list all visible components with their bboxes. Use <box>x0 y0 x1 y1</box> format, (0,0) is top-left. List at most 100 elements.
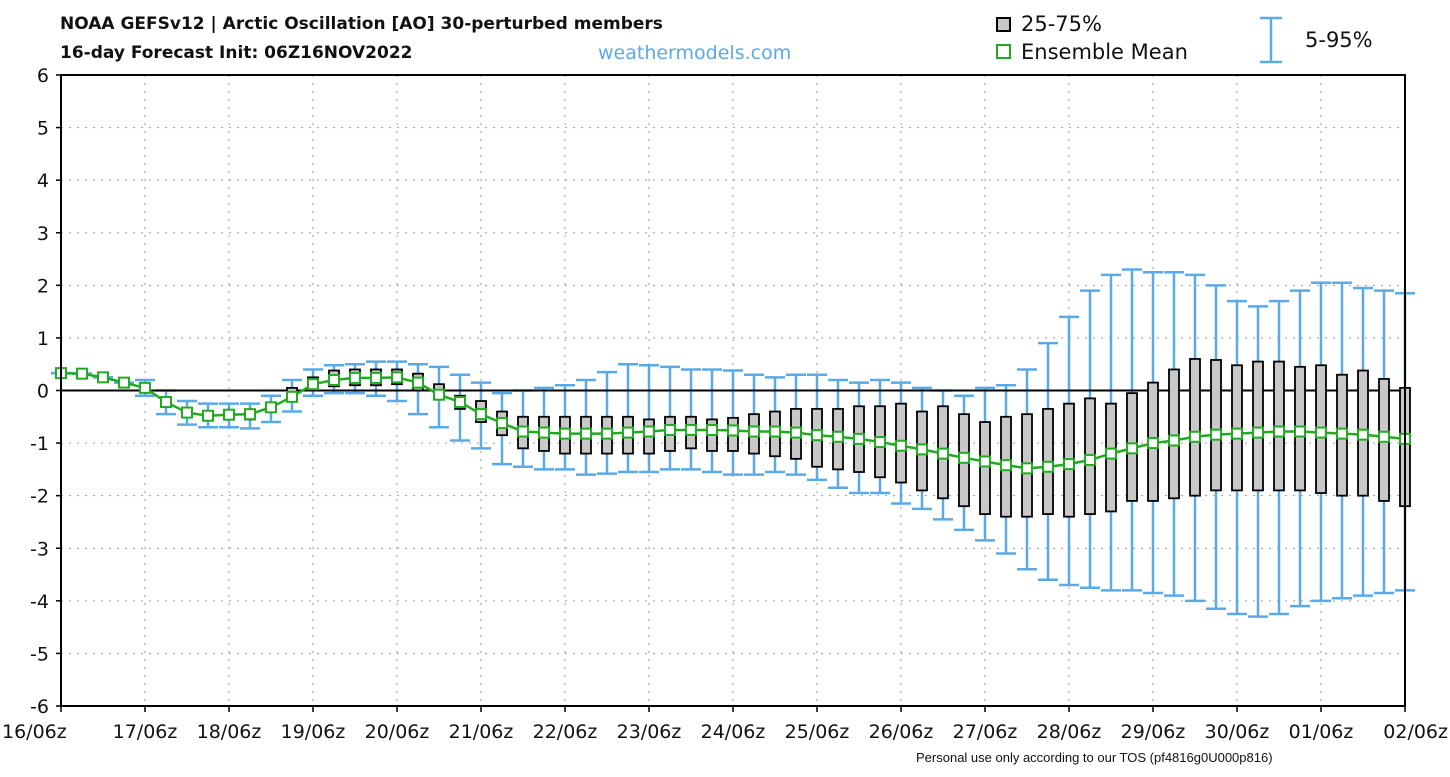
mean-marker <box>391 371 403 384</box>
mean-marker <box>370 371 382 384</box>
x-tick-label: 17/06z <box>113 721 178 743</box>
mean-marker <box>1210 428 1222 441</box>
x-tick-label: 25/06z <box>785 721 850 743</box>
mean-marker <box>1147 437 1159 450</box>
mean-marker <box>580 427 592 440</box>
chart-subtitle: 16-day Forecast Init: 06Z16NOV2022 <box>60 43 413 63</box>
legend-box-swatch <box>996 17 1011 32</box>
mean-marker <box>286 390 298 403</box>
mean-marker <box>328 373 340 386</box>
mean-marker <box>349 371 361 384</box>
mean-marker <box>244 408 256 421</box>
chart-title: NOAA GEFSv12 | Arctic Oscillation [AO] 3… <box>60 14 663 34</box>
mean-marker <box>454 396 466 409</box>
y-tick-label: -1 <box>30 433 49 455</box>
site-watermark: weathermodels.com <box>598 42 792 64</box>
mean-marker <box>139 381 151 394</box>
mean-marker <box>643 425 655 438</box>
x-tick-label: 02/06z <box>1383 721 1448 743</box>
mean-marker <box>1252 426 1264 439</box>
mean-marker <box>979 455 991 468</box>
y-tick-label: -2 <box>30 486 49 508</box>
legend-box-label: 25-75% <box>1021 12 1102 36</box>
iqr-box <box>1168 368 1180 500</box>
mean-marker <box>1126 442 1138 455</box>
mean-marker <box>1231 427 1243 440</box>
x-tick-label: 30/06z <box>1205 721 1270 743</box>
mean-marker <box>118 376 130 389</box>
mean-marker <box>958 451 970 464</box>
y-tick-label: 6 <box>37 65 49 87</box>
mean-marker <box>811 429 823 442</box>
legend-whisker-label: 5-95% <box>1305 28 1373 52</box>
y-tick-label: 2 <box>37 275 49 297</box>
legend-mean-label: Ensemble Mean <box>1021 40 1188 64</box>
mean-marker <box>685 423 697 436</box>
mean-marker <box>1273 425 1285 438</box>
ensemble-mean-series <box>55 367 1411 475</box>
mean-marker <box>706 423 718 436</box>
x-tick-label: 19/06z <box>281 721 346 743</box>
mean-marker <box>1357 428 1369 441</box>
mean-marker <box>307 378 319 391</box>
mean-marker <box>832 430 844 443</box>
iqr-box <box>1189 358 1201 497</box>
x-tick-label: 28/06z <box>1037 721 1102 743</box>
mean-marker <box>895 439 907 452</box>
mean-marker <box>916 443 928 456</box>
mean-marker <box>223 408 235 421</box>
x-tick-label: 23/06z <box>617 721 682 743</box>
y-tick-label: -6 <box>30 696 49 718</box>
mean-marker <box>76 367 88 380</box>
mean-marker <box>1042 460 1054 473</box>
mean-marker <box>559 427 571 440</box>
y-tick-label: 4 <box>37 170 49 192</box>
mean-marker <box>1336 427 1348 440</box>
mean-marker <box>202 409 214 422</box>
mean-marker <box>1000 459 1012 472</box>
mean-marker <box>538 426 550 439</box>
y-tick-label: 0 <box>37 381 49 403</box>
iqr-box <box>1252 360 1264 492</box>
mean-marker <box>412 376 424 389</box>
x-tick-label: 01/06z <box>1289 721 1354 743</box>
mean-marker <box>769 425 781 438</box>
mean-marker <box>748 425 760 438</box>
mean-marker <box>601 427 613 440</box>
y-tick-label: -4 <box>30 591 49 613</box>
plot-border <box>60 74 1406 707</box>
mean-marker <box>160 396 172 409</box>
mean-marker <box>1105 447 1117 460</box>
mean-marker <box>727 424 739 437</box>
mean-marker <box>1294 425 1306 438</box>
mean-marker <box>265 401 277 414</box>
y-tick-label: 1 <box>37 328 49 350</box>
grid <box>61 75 1405 706</box>
x-tick-label: 29/06z <box>1121 721 1186 743</box>
mean-marker <box>475 408 487 421</box>
plot-frame <box>60 74 1406 707</box>
mean-marker <box>937 447 949 460</box>
mean-marker <box>622 426 634 439</box>
x-tick-label: 18/06z <box>197 721 262 743</box>
iqr-box <box>979 421 991 515</box>
mean-marker <box>664 423 676 436</box>
legend-mean-swatch <box>996 44 1011 59</box>
mean-marker <box>1315 426 1327 439</box>
mean-marker <box>1021 462 1033 475</box>
mean-marker <box>1168 434 1180 447</box>
mean-marker <box>1084 453 1096 466</box>
mean-marker <box>496 417 508 430</box>
mean-marker <box>853 432 865 445</box>
y-tick-label: -3 <box>30 538 49 560</box>
mean-marker <box>1063 458 1075 471</box>
x-tick-label: 22/06z <box>533 721 598 743</box>
credit-note: Personal use only according to our TOS (… <box>916 750 1273 765</box>
mean-marker <box>1378 430 1390 443</box>
y-tick-label: -5 <box>30 643 49 665</box>
mean-marker <box>181 406 193 419</box>
y-tick-label: 5 <box>37 118 49 140</box>
mean-marker <box>97 371 109 384</box>
x-tick-label: 16/06z <box>2 721 67 743</box>
